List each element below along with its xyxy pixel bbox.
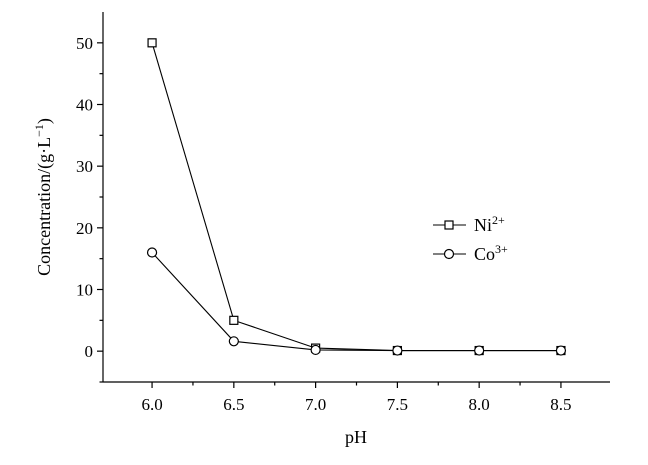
x-tick-label: 8.5 bbox=[550, 395, 571, 414]
data-point-co bbox=[474, 345, 485, 356]
y-tick-label: 20 bbox=[76, 219, 93, 238]
x-tick-label: 6.5 bbox=[223, 395, 244, 414]
x-axis-title: pH bbox=[345, 427, 367, 447]
series-line-ni bbox=[151, 42, 561, 352]
y-axis-title: Concentration/(g·L−1) bbox=[32, 118, 55, 276]
legend-item-co: Co3+ bbox=[433, 242, 508, 264]
legend-ni-label: Ni2+ bbox=[474, 213, 505, 235]
series-line-co bbox=[151, 252, 561, 352]
x-tick-label: 6.0 bbox=[141, 395, 162, 414]
data-point-co bbox=[146, 247, 158, 258]
y-ticks: 0 10 20 30 40 50 bbox=[76, 34, 103, 383]
legend-co-label: Co3+ bbox=[474, 242, 508, 264]
data-point-co bbox=[392, 345, 403, 356]
x-ticks: 6.0 6.5 7.0 7.5 8.0 8.5 bbox=[141, 382, 572, 414]
data-point-co bbox=[310, 344, 321, 356]
legend-item-ni: Ni2+ bbox=[433, 213, 505, 235]
y-tick-label: 10 bbox=[76, 281, 93, 300]
data-point-co bbox=[555, 345, 567, 356]
y-axis-title-sup: −1 bbox=[32, 124, 46, 137]
x-tick-label: 8.0 bbox=[469, 395, 490, 414]
y-tick-label: 50 bbox=[76, 34, 93, 53]
series-layer bbox=[146, 38, 567, 356]
data-point-ni bbox=[147, 38, 157, 48]
data-point-co bbox=[228, 336, 239, 347]
axes bbox=[102, 12, 610, 383]
legend: Ni2+ Co3+ bbox=[433, 213, 508, 264]
data-point-ni bbox=[229, 315, 239, 325]
y-tick-label: 0 bbox=[85, 342, 94, 361]
x-tick-label: 7.5 bbox=[387, 395, 408, 414]
y-axis-title-main: Concentration/(g·L bbox=[34, 137, 55, 276]
legend-co-marker bbox=[443, 248, 455, 260]
legend-ni-marker bbox=[444, 220, 454, 230]
x-tick-label: 7.0 bbox=[305, 395, 326, 414]
y-axis-title-tail: ) bbox=[34, 118, 55, 124]
y-tick-label: 40 bbox=[76, 96, 93, 115]
y-tick-label: 30 bbox=[76, 157, 93, 176]
